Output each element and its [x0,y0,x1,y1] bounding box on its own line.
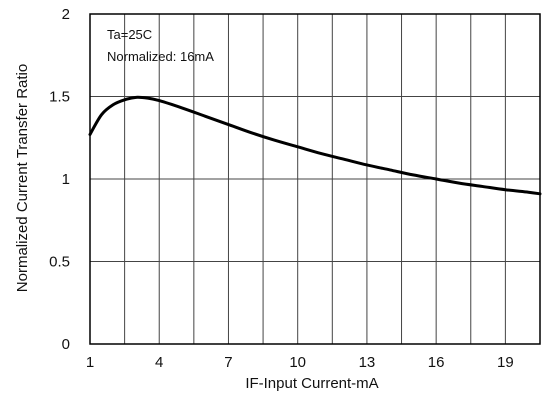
y-tick-label: 2 [62,6,70,23]
x-tick-label: 19 [497,354,514,371]
y-tick-label: 0 [62,336,70,353]
x-tick-label: 4 [155,354,163,371]
x-tick-label: 1 [86,354,94,371]
annotation-temperature: Ta=25C [107,27,152,42]
y-tick-label: 1.5 [49,89,70,106]
y-tick-label: 1 [62,171,70,188]
y-tick-label: 0.5 [49,254,70,271]
annotation-normalized: Normalized: 16mA [107,49,214,64]
y-tick-labels: 0 0.5 1 1.5 2 [49,6,70,353]
series-line [88,95,542,196]
x-tick-label: 13 [359,354,376,371]
x-axis-label: IF-Input Current-mA [245,375,378,392]
x-tick-label: 16 [428,354,445,371]
grid [90,14,540,344]
x-tick-labels: 1 4 7 10 13 16 19 [86,354,514,371]
x-tick-label: 10 [289,354,306,371]
y-axis-label: Normalized Current Transfer Ratio [14,64,31,292]
plot-frame [89,13,541,345]
x-tick-label: 7 [224,354,232,371]
